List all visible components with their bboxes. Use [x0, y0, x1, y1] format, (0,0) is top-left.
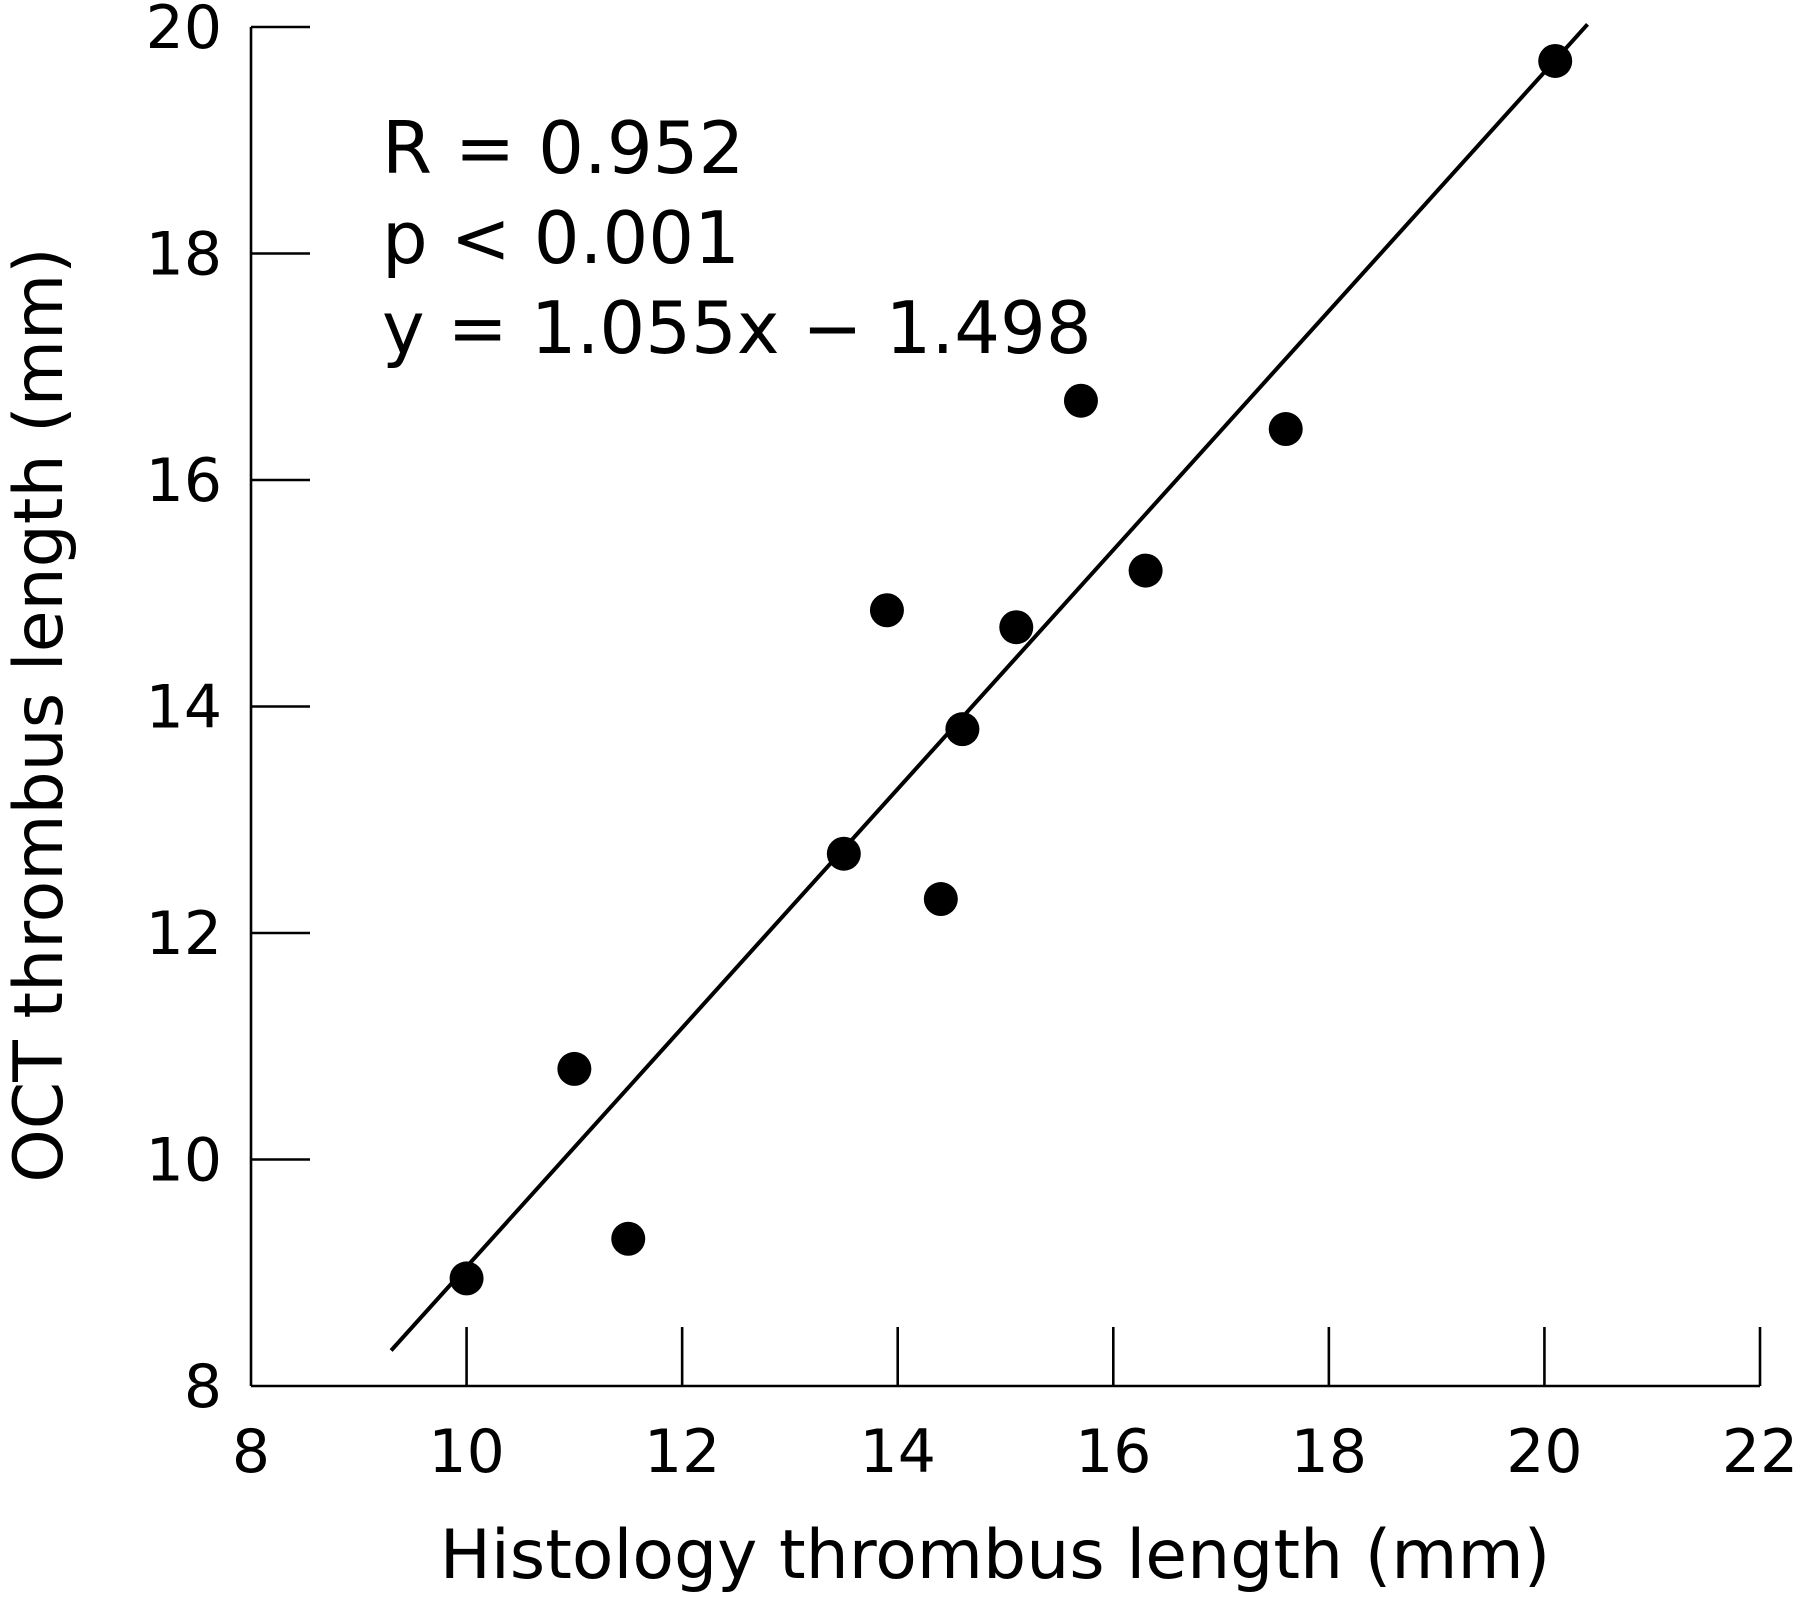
y-tick-label: 8 — [184, 1352, 222, 1422]
x-tick-label: 16 — [1075, 1417, 1151, 1487]
data-point — [923, 882, 958, 917]
x-tick-label: 22 — [1722, 1417, 1798, 1487]
y-tick-label: 20 — [146, 0, 222, 63]
data-point — [449, 1261, 484, 1296]
stat-equation: y = 1.055x − 1.498 — [382, 286, 1092, 370]
y-tick-label: 12 — [146, 899, 222, 969]
y-tick-label: 10 — [146, 1126, 222, 1196]
x-tick-label: 14 — [860, 1417, 936, 1487]
data-point — [1063, 383, 1098, 418]
x-tick-label: 12 — [644, 1417, 720, 1487]
data-point — [1128, 553, 1163, 588]
data-point — [826, 836, 861, 871]
data-point — [611, 1221, 646, 1256]
stat-correlation: R = 0.952 — [382, 106, 744, 190]
stat-p-value: p < 0.001 — [382, 196, 740, 280]
y-axis-title: OCT thrombus length (mm) — [0, 247, 79, 1182]
data-point — [999, 610, 1034, 645]
x-tick-label: 10 — [428, 1417, 504, 1487]
regression-line — [389, 22, 1590, 1352]
x-ticks: 8 10 12 14 16 18 20 22 — [232, 1327, 1798, 1487]
data-point — [1268, 412, 1303, 447]
data-points — [449, 43, 1573, 1296]
regression-line-group — [389, 22, 1590, 1352]
data-point — [1538, 43, 1573, 78]
x-tick-label: 18 — [1291, 1417, 1367, 1487]
y-ticks: 8 10 12 14 16 18 20 — [146, 0, 310, 1422]
y-tick-label: 16 — [146, 446, 222, 516]
data-point — [869, 593, 904, 628]
data-point — [945, 712, 980, 747]
x-axis-title: Histology thrombus length (mm) — [440, 1516, 1551, 1595]
x-tick-label: 20 — [1506, 1417, 1582, 1487]
x-tick-label: 8 — [232, 1417, 270, 1487]
data-point — [557, 1051, 592, 1086]
y-tick-label: 18 — [146, 220, 222, 290]
y-tick-label: 14 — [146, 673, 222, 743]
